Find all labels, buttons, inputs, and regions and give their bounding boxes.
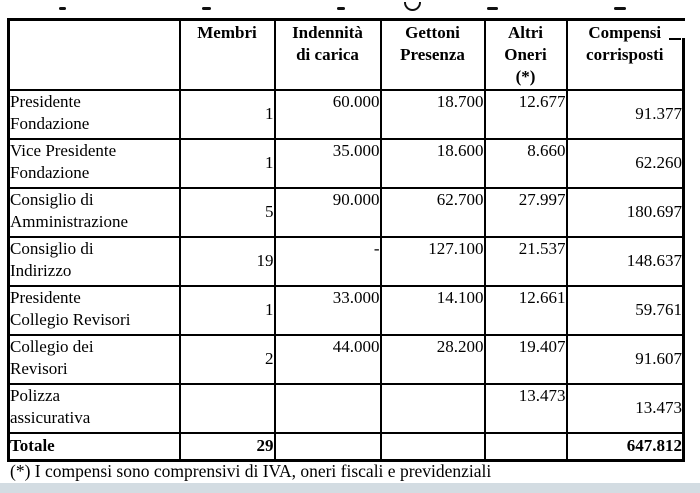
cell-compensi: 180.697 (565, 186, 685, 238)
cell-altri-oneri: 21.537 (483, 235, 568, 287)
footnote-text: (*) I compensi sono comprensivi di IVA, … (10, 461, 492, 481)
cell-gettoni: 14.100 (379, 284, 486, 336)
row-label: Vice Presidente Fondazione (7, 137, 181, 189)
table-row-consiglio-indirizzo: Consiglio di Indirizzo 19 - 127.100 21.5… (7, 235, 685, 287)
row-label: Consiglio di Indirizzo (7, 235, 181, 287)
table-row-collegio-revisori: Collegio dei Revisori 2 44.000 28.200 19… (7, 333, 685, 385)
cell-compensi: 91.607 (565, 333, 685, 385)
crop-artifact (202, 7, 211, 10)
cell-altri-oneri (483, 431, 568, 462)
table-body: Presidente Fondazione 1 60.000 18.700 12… (7, 88, 685, 462)
table-row-totale: Totale 29 647.812 (7, 431, 685, 462)
header-row: Membri Indennità di carica Gettoni Prese… (7, 18, 685, 91)
crop-artifact-breve (404, 2, 421, 11)
cell-membri: 1 (178, 284, 276, 336)
table-row-polizza-assicurativa: Polizza assicurativa 13.473 13.473 (7, 382, 685, 434)
cell-indennita: 60.000 (273, 88, 382, 140)
cell-gettoni: 18.600 (379, 137, 486, 189)
corner-border-gap (676, 21, 685, 38)
cell-compensi-totale: 647.812 (565, 431, 685, 462)
cell-altri-oneri: 12.677 (483, 88, 568, 140)
table-header: Membri Indennità di carica Gettoni Prese… (7, 18, 685, 91)
header-altri-oneri: Altri Oneri (*) (483, 18, 568, 91)
cell-membri: 1 (178, 137, 276, 189)
header-empty (7, 18, 181, 91)
cell-gettoni: 28.200 (379, 333, 486, 385)
header-compensi-corrisposti: Compensi corrisposti (565, 18, 685, 91)
cell-compensi: 59.761 (565, 284, 685, 336)
cell-altri-oneri: 12.661 (483, 284, 568, 336)
cell-indennita: 90.000 (273, 186, 382, 238)
compensation-table: Membri Indennità di carica Gettoni Prese… (7, 18, 685, 462)
cell-indennita: 33.000 (273, 284, 382, 336)
cell-altri-oneri: 27.997 (483, 186, 568, 238)
cell-gettoni: 18.700 (379, 88, 486, 140)
row-label-totale: Totale (7, 431, 181, 462)
cell-compensi: 13.473 (565, 382, 685, 434)
cell-membri: 5 (178, 186, 276, 238)
cell-gettoni: 127.100 (379, 235, 486, 287)
cell-altri-oneri: 8.660 (483, 137, 568, 189)
cell-gettoni (379, 431, 486, 462)
header-membri: Membri (178, 18, 276, 91)
row-label: Polizza assicurativa (7, 382, 181, 434)
table-row-presidente-collegio-revisori: Presidente Collegio Revisori 1 33.000 14… (7, 284, 685, 336)
cell-membri: 1 (178, 88, 276, 140)
cell-compensi: 148.637 (565, 235, 685, 287)
header-gettoni-presenza: Gettoni Presenza (379, 18, 486, 91)
table-row-presidente-fondazione: Presidente Fondazione 1 60.000 18.700 12… (7, 88, 685, 140)
crop-artifact (59, 7, 66, 10)
table-row-vice-presidente-fondazione: Vice Presidente Fondazione 1 35.000 18.6… (7, 137, 685, 189)
cell-indennita: 35.000 (273, 137, 382, 189)
cell-indennita (273, 382, 382, 434)
table-row-consiglio-amministrazione: Consiglio di Amministrazione 5 90.000 62… (7, 186, 685, 238)
crop-artifact (337, 7, 345, 10)
row-label: Consiglio di Amministrazione (7, 186, 181, 238)
cell-compensi: 91.377 (565, 88, 685, 140)
corner-border-tick (669, 38, 681, 40)
crop-artifact (614, 7, 626, 10)
row-label: Presidente Collegio Revisori (7, 284, 181, 336)
cell-indennita: - (273, 235, 382, 287)
cell-membri: 19 (178, 235, 276, 287)
row-label: Presidente Fondazione (7, 88, 181, 140)
cell-altri-oneri: 19.407 (483, 333, 568, 385)
cell-compensi: 62.260 (565, 137, 685, 189)
cell-gettoni: 62.700 (379, 186, 486, 238)
cell-indennita (273, 431, 382, 462)
crop-artifact (487, 7, 498, 10)
row-label: Collegio dei Revisori (7, 333, 181, 385)
cell-altri-oneri: 13.473 (483, 382, 568, 434)
cell-membri-totale: 29 (178, 431, 276, 462)
header-indennita-di-carica: Indennità di carica (273, 18, 382, 91)
bottom-edge-bar (0, 483, 700, 493)
cell-indennita: 44.000 (273, 333, 382, 385)
cell-membri: 2 (178, 333, 276, 385)
cell-gettoni (379, 382, 486, 434)
cell-membri (178, 382, 276, 434)
